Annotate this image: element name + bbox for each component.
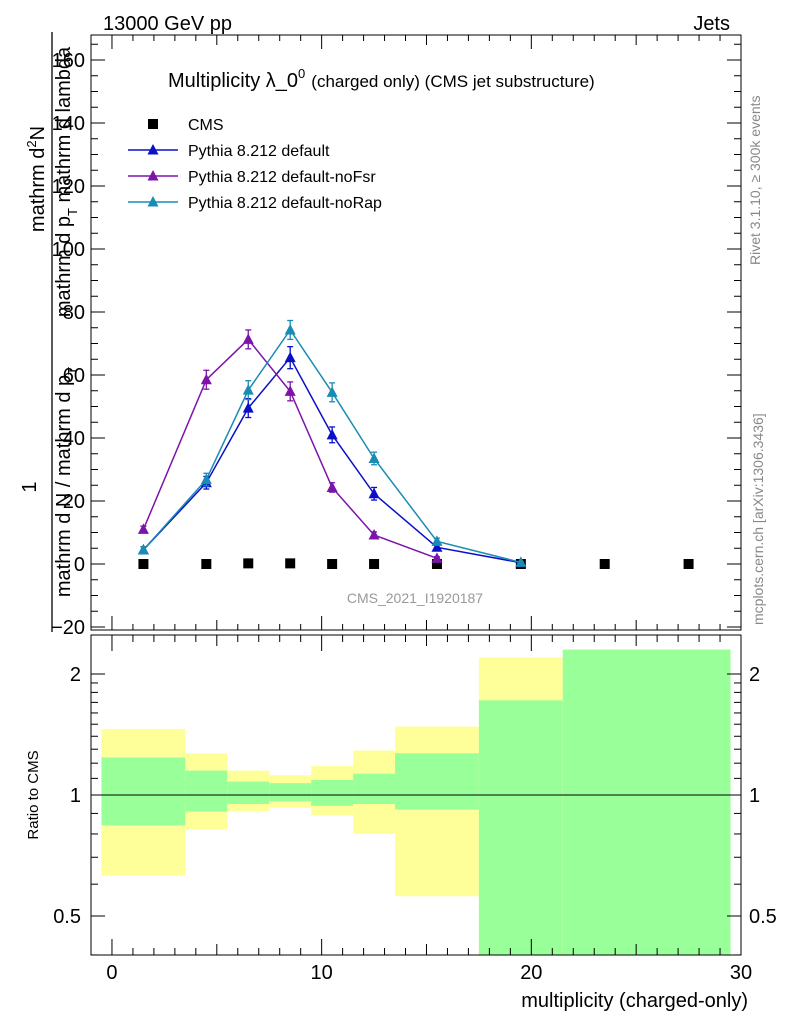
x-tick-label: 20	[520, 962, 542, 984]
ratio-y-tick-label-right: 0.5	[749, 906, 777, 928]
data-point-default	[326, 428, 338, 440]
ratio-y-tick-label-right: 1	[749, 785, 760, 807]
legend-label-noRap: Pythia 8.212 default-noRap	[188, 195, 382, 212]
ratio-inner-band	[395, 753, 479, 810]
data-point-noFsr	[431, 552, 443, 563]
data-point-noRap	[326, 386, 338, 397]
main-panel-frame	[90, 34, 742, 631]
data-point-default	[242, 402, 254, 413]
ratio-inner-band	[101, 757, 186, 826]
chart-title-main: Multiplicity λ_0	[168, 70, 298, 92]
ratio-inner-band	[353, 773, 396, 804]
legend-marker-default	[147, 144, 159, 155]
data-point-noRap	[431, 535, 443, 546]
data-point-cms	[599, 559, 610, 569]
main-y-tick-label: 0	[74, 554, 85, 576]
data-point-default	[431, 541, 443, 552]
ratio-inner-band	[562, 649, 731, 955]
data-point-cms	[683, 559, 694, 569]
ratio-inner-band	[311, 779, 354, 806]
series-line-noRap	[142, 328, 522, 564]
data-point-noFsr	[368, 529, 380, 540]
ratio-axes: 0.5 0.51 12 20 10 20 30	[53, 635, 777, 984]
main-y-tick-label: −20	[51, 617, 85, 639]
data-point-noFsr	[326, 481, 338, 492]
legend-label-default: Pythia 8.212 default	[188, 143, 330, 160]
data-point-cms	[369, 559, 380, 569]
main-series	[137, 319, 694, 569]
main-y-tick-label: 140	[52, 113, 85, 135]
main-y-tick-label: 20	[63, 491, 85, 513]
data-point-cms	[285, 558, 296, 569]
ratio-inner-band	[227, 781, 270, 804]
data-point-noFsr	[242, 333, 254, 344]
data-point-noFsr	[200, 373, 212, 385]
legend-marker-cms	[148, 119, 158, 129]
ratio-y-tick-label: 2	[70, 664, 81, 686]
series-line-noFsr	[142, 338, 438, 560]
y-label-denominator: mathrm d pT mathrm d lambda	[53, 46, 80, 317]
x-axis-label: multiplicity (charged-only)	[521, 990, 748, 1012]
data-point-cms	[327, 559, 338, 569]
mcplots-label: mcplots.cern.ch [arXiv:1306.3436]	[750, 413, 766, 625]
ratio-y-tick-label: 1	[70, 785, 81, 807]
chart-title-sup: 0	[298, 66, 305, 81]
main-y-tick-label: 160	[52, 50, 85, 72]
main-y-tick-label: 40	[63, 428, 85, 450]
legend-marker-noFsr	[147, 170, 159, 181]
data-point-cms	[243, 558, 254, 569]
legend: CMS Pythia 8.212 default Pythia 8.212 defa…	[128, 117, 382, 212]
data-point-noRap	[515, 556, 527, 567]
x-tick-label: 0	[106, 962, 117, 984]
chart-title: Multiplicity λ_00 (charged only) (CMS jet…	[168, 66, 595, 92]
series-line-default	[142, 356, 521, 564]
ratio-outer-band	[395, 726, 479, 897]
data-point-noRap	[368, 452, 380, 463]
y-label-numerator: mathrm d2N	[24, 126, 49, 232]
ratio-y-tick-label-right: 2	[749, 664, 760, 686]
ratio-inner-band	[478, 700, 563, 955]
main-y-tick-label: 80	[63, 302, 85, 324]
ratio-inner-band	[185, 770, 228, 812]
data-point-default	[368, 487, 380, 499]
y-label-norm: mathrm d N / mathrm d pT	[53, 367, 80, 597]
data-point-cms	[201, 559, 212, 569]
main-y-ticks: −20 0 20 40 60 80 100 120 140 160	[51, 35, 742, 639]
x-tick-label: 10	[311, 962, 333, 984]
analysis-watermark: CMS_2021_I1920187	[347, 590, 483, 606]
ratio-y-label: Ratio to CMS	[25, 750, 42, 839]
header-left: 13000 GeV pp	[103, 13, 232, 35]
legend-marker-noRap	[147, 196, 159, 207]
data-point-default	[284, 351, 296, 363]
legend-label-cms: CMS	[188, 117, 224, 134]
legend-label-noFsr: Pythia 8.212 default-noFsr	[188, 169, 376, 186]
rivet-label: Rivet 3.1.10, ≥ 300k events	[747, 95, 763, 265]
main-y-tick-label: 100	[52, 239, 85, 261]
data-point-noRap	[242, 384, 254, 395]
x-tick-label: 30	[730, 962, 752, 984]
main-y-tick-label: 120	[52, 176, 85, 198]
data-point-noRap	[137, 543, 149, 555]
ratio-bands	[101, 649, 731, 955]
data-point-noFsr	[284, 385, 296, 396]
data-point-noRap	[200, 473, 212, 485]
ratio-inner-band	[269, 783, 312, 802]
data-point-noFsr	[137, 523, 149, 534]
data-point-cms	[431, 559, 442, 569]
header-right: Jets	[693, 13, 730, 35]
data-point-noRap	[284, 323, 296, 335]
ratio-y-tick-label: 0.5	[53, 906, 81, 928]
main-y-label: mathrm d2N mathrm d pT mathrm d lambda 1…	[19, 32, 80, 632]
chart-title-sub: (charged only) (CMS jet substructure)	[311, 72, 594, 91]
y-label-one: 1	[19, 481, 41, 492]
main-y-tick-label: 60	[63, 365, 85, 387]
data-point-cms	[138, 559, 149, 569]
